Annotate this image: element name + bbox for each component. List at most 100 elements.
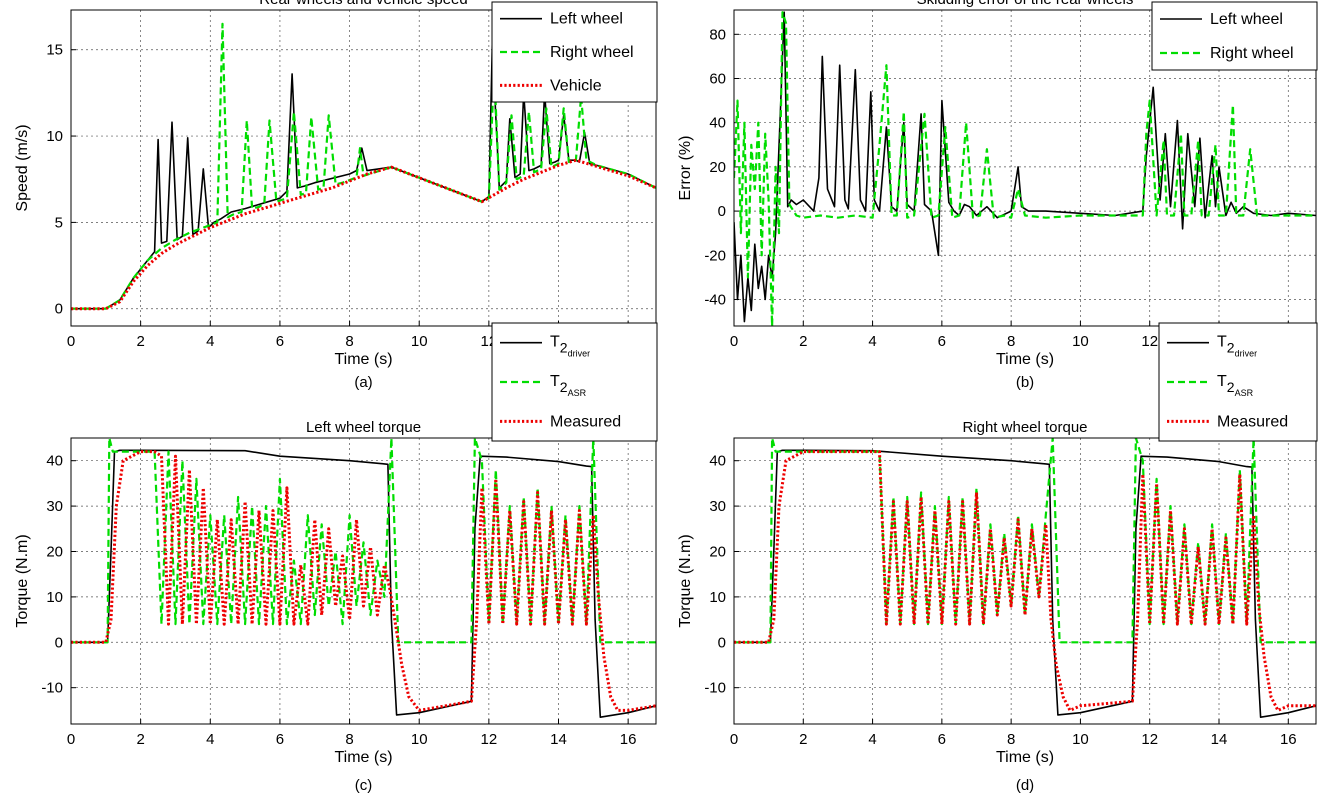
panel-caption: (c) [355,777,373,794]
x-tick-label: 10 [1072,731,1089,748]
series-line-3 [734,450,1316,712]
legend-label-2: T2ASR [1217,373,1254,398]
axes-frame [733,9,1317,327]
x-axis-label: Time (s) [996,749,1054,766]
x-axis-label: Time (s) [334,749,392,766]
x-tick-label: 14 [1211,731,1228,748]
y-tick-label: 30 [709,498,726,515]
x-tick-label: 6 [276,333,284,350]
y-axis-label: Torque (N.m) [14,534,31,627]
legend-label-1: T2driver [550,334,590,359]
axes-frame [70,9,657,327]
x-tick-label: 10 [1072,333,1089,350]
legend-label-1: Left wheel [1210,11,1283,28]
y-axis-label: Speed (m/s) [14,124,31,211]
y-tick-label: 5 [55,214,63,231]
y-tick-label: 10 [46,128,63,145]
x-tick-label: 8 [1007,731,1015,748]
x-tick-label: 2 [136,731,144,748]
legend-label-3: Measured [1217,413,1288,430]
y-tick-label: 10 [709,589,726,606]
x-tick-label: 10 [411,333,428,350]
legend: T2driver T2ASR Measured [491,322,658,442]
y-tick-label: 20 [709,159,726,176]
y-tick-label: 60 [709,71,726,88]
chart-title: Skidding error of the rear wheels [917,0,1134,8]
y-tick-label: 80 [709,26,726,43]
x-tick-label: 0 [730,333,738,350]
axes-frame [733,437,1317,725]
panel-caption: (b) [1016,374,1034,391]
x-tick-label: 16 [620,731,637,748]
x-tick-label: 4 [206,333,214,350]
legend-box [1151,1,1318,71]
plot-area [71,438,656,724]
x-axis-label: Time (s) [996,351,1054,368]
x-tick-label: 14 [550,731,567,748]
legend-label-2: Right wheel [1210,45,1294,62]
plot-area [734,438,1316,724]
y-tick-label: 40 [709,115,726,132]
legend-label-1: T2driver [1217,334,1257,359]
x-tick-label: 6 [938,333,946,350]
x-tick-label: 6 [938,731,946,748]
axes-frame [70,437,657,725]
panel-caption: (a) [354,374,372,391]
y-tick-label: 0 [718,634,726,651]
chart-panel-1: 0246810121416051015Rear wheels and vehic… [14,0,658,391]
legend: T2driver T2ASR Measured [1158,322,1318,442]
y-tick-label: 0 [718,203,726,220]
x-tick-label: 4 [868,333,876,350]
x-tick-label: 12 [1141,333,1158,350]
legend-label-3: Measured [550,413,621,430]
y-tick-label: -10 [704,680,726,697]
series-line-2 [734,11,1316,326]
series-line-3 [71,158,656,311]
x-tick-label: 0 [67,333,75,350]
x-tick-label: 4 [206,731,214,748]
y-tick-label: 0 [55,301,63,318]
x-tick-label: 0 [730,731,738,748]
y-tick-label: 30 [46,498,63,515]
legend: Left wheel Right wheel Vehicle [491,1,658,103]
chart-title: Rear wheels and vehicle speed [259,0,467,8]
legend: Left wheel Right wheel [1151,1,1318,71]
x-tick-label: 0 [67,731,75,748]
series-line-2 [71,438,656,644]
y-tick-label: 20 [46,543,63,560]
y-tick-label: -20 [704,247,726,264]
x-tick-label: 8 [345,333,353,350]
series-line-3 [71,450,656,712]
x-axis-label: Time (s) [334,351,392,368]
x-tick-label: 2 [799,333,807,350]
y-tick-label: 10 [46,589,63,606]
legend-label-1: Left wheel [550,11,623,28]
y-tick-label: 40 [46,453,63,470]
y-tick-label: 0 [55,634,63,651]
chart-title: Right wheel torque [962,419,1087,436]
panel-caption: (d) [1016,777,1034,794]
legend-label-2: T2ASR [550,373,587,398]
x-tick-label: 8 [345,731,353,748]
x-tick-label: 2 [799,731,807,748]
x-tick-label: 10 [411,731,428,748]
x-tick-label: 4 [868,731,876,748]
x-tick-label: 2 [136,333,144,350]
y-tick-label: -40 [704,291,726,308]
x-tick-label: 12 [481,731,498,748]
x-tick-label: 8 [1007,333,1015,350]
x-tick-label: 12 [1141,731,1158,748]
y-tick-label: 20 [709,543,726,560]
x-tick-label: 6 [276,731,284,748]
x-tick-label: 16 [1280,731,1297,748]
y-tick-label: 15 [46,42,63,59]
y-axis-label: Torque (N.m) [677,534,694,627]
legend-label-3: Vehicle [550,77,602,94]
chart-title: Left wheel torque [306,419,421,436]
legend-label-2: Right wheel [550,44,634,61]
y-tick-label: -10 [41,680,63,697]
